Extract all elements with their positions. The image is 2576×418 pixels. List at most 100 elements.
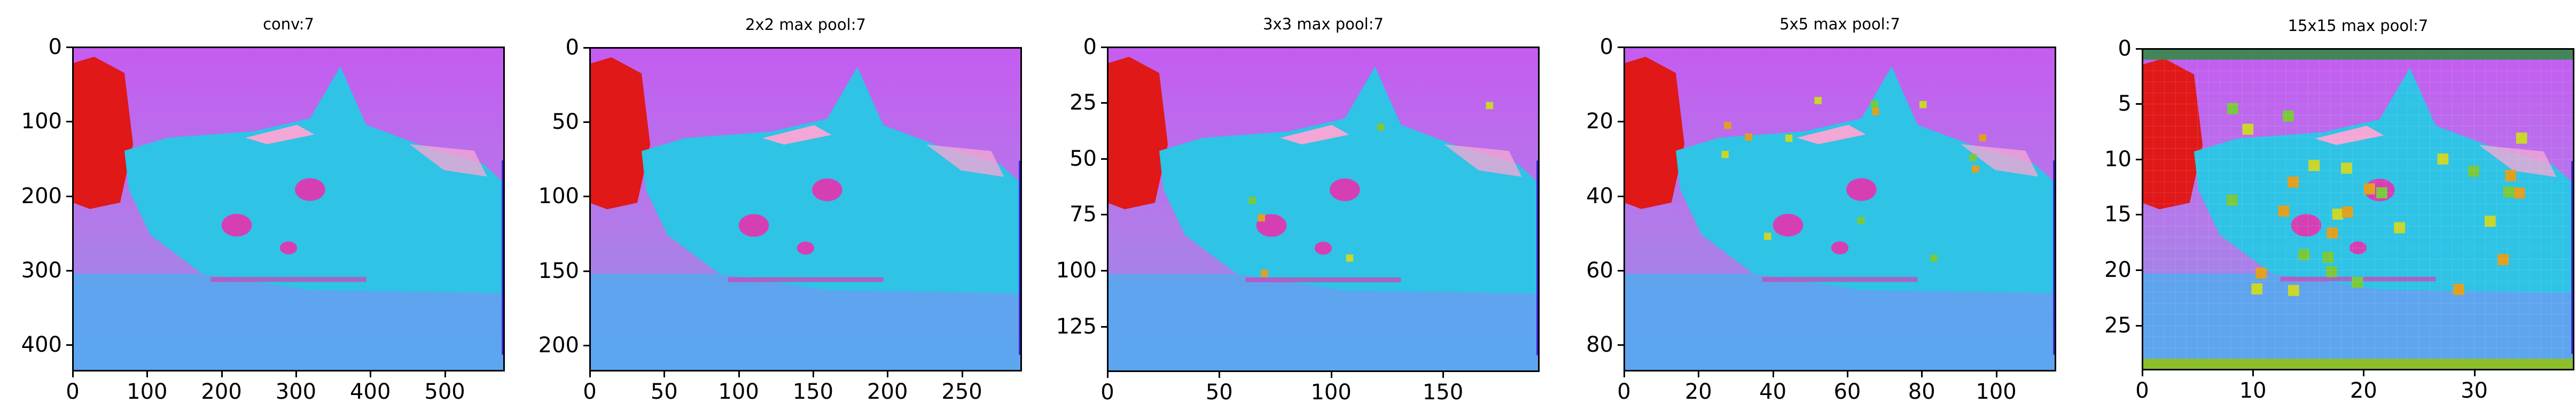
activation-block: [1971, 165, 1979, 173]
y-tick-mark: [2136, 324, 2142, 327]
right-eye: [1846, 178, 1877, 201]
y-tick-mark: [66, 344, 73, 346]
x-tick-mark: [1442, 371, 1444, 378]
axes-frame: [1107, 46, 1540, 372]
x-tick-mark: [1846, 371, 1848, 377]
highlight-region: [409, 144, 487, 177]
activation-block: [1261, 269, 1268, 277]
y-tick-mark: [2136, 214, 2142, 216]
top-edge-strip: [2142, 48, 2574, 60]
panel-title: conv:7: [263, 15, 314, 33]
highlight-region: [926, 144, 1004, 177]
x-tick-mark: [221, 371, 223, 377]
activation-block: [1919, 100, 1927, 109]
x-tick-label: 10: [2239, 378, 2267, 403]
x-tick-mark: [1772, 371, 1774, 377]
activation-block: [2298, 249, 2310, 260]
activation-block: [2363, 183, 2375, 195]
activation-block: [1814, 97, 1822, 104]
x-tick-label: 40: [1759, 380, 1787, 404]
y-tick-label: 0: [1599, 35, 1613, 59]
x-tick-label: 500: [424, 380, 465, 404]
y-tick-label: 20: [2104, 257, 2132, 282]
y-tick-mark: [583, 121, 590, 123]
x-tick-label: 200: [201, 380, 242, 404]
x-tick-label: 0: [66, 380, 80, 404]
highlight-region: [1280, 125, 1349, 144]
y-tick-mark: [1618, 269, 1624, 272]
x-tick-label: 20: [1684, 380, 1712, 404]
panel-title: 15x15 max pool:7: [2288, 16, 2429, 35]
nose: [279, 241, 298, 254]
y-tick-mark: [583, 47, 590, 49]
panel-title: 2x2 max pool:7: [745, 15, 866, 34]
x-tick-label: 30: [2461, 378, 2488, 403]
red-region: [1624, 57, 1685, 210]
x-tick-mark: [1107, 371, 1109, 378]
y-tick-label: 50: [552, 109, 579, 134]
highlight-region: [1444, 144, 1522, 177]
highlight-region: [762, 125, 832, 144]
x-tick-label: 0: [1617, 380, 1631, 404]
nose: [1831, 241, 1849, 254]
x-tick-label: 20: [2349, 378, 2377, 403]
y-tick-mark: [66, 269, 73, 272]
x-tick-label: 0: [583, 379, 597, 404]
x-tick-mark: [961, 370, 963, 377]
right-edge-strip: [502, 160, 504, 355]
feature-map-image: [1107, 47, 1539, 371]
activation-block: [2468, 165, 2479, 177]
activation-block: [2437, 153, 2449, 165]
activation-block: [2227, 103, 2238, 114]
y-tick-label: 200: [21, 183, 62, 208]
x-tick-label: 300: [275, 380, 317, 404]
x-tick-mark: [72, 371, 74, 377]
y-tick-label: 100: [1056, 258, 1097, 283]
x-tick-mark: [2473, 369, 2476, 376]
right-edge-strip: [2053, 160, 2056, 355]
axes-frame: [2142, 48, 2574, 370]
highlight-region: [1797, 125, 1866, 144]
activation-block: [1346, 254, 1354, 262]
feature-map-image: [1624, 47, 2056, 371]
y-tick-label: 200: [538, 333, 579, 358]
activation-block: [1930, 254, 1938, 262]
left-eye: [221, 214, 252, 237]
activation-block: [2327, 227, 2338, 238]
x-tick-mark: [1921, 371, 1923, 377]
y-tick-mark: [66, 47, 73, 48]
highlight-region: [2479, 144, 2557, 177]
y-tick-label: 0: [2118, 36, 2132, 61]
activation-block: [1486, 102, 1493, 109]
mouth-line: [210, 277, 366, 282]
activation-block: [2505, 169, 2517, 181]
y-tick-label: 100: [538, 184, 579, 209]
activation-block: [1745, 133, 1752, 141]
activation-block: [2326, 266, 2337, 277]
activation-block: [2484, 215, 2496, 227]
y-tick-mark: [583, 196, 590, 198]
y-tick-label: 50: [1070, 146, 1097, 171]
y-tick-mark: [1101, 46, 1107, 48]
activation-block: [2322, 251, 2334, 263]
activation-block: [2497, 253, 2509, 265]
left-eye: [1773, 214, 1804, 237]
y-tick-label: 0: [48, 35, 62, 59]
panel-title: 3x3 max pool:7: [1263, 14, 1384, 33]
right-edge-strip: [2571, 160, 2574, 354]
highlight-region: [245, 125, 315, 144]
y-tick-label: 300: [21, 258, 62, 283]
y-tick-mark: [2136, 158, 2142, 160]
activation-block: [2278, 205, 2290, 216]
x-tick-mark: [589, 370, 591, 377]
x-tick-label: 50: [1205, 380, 1233, 405]
y-tick-mark: [2136, 48, 2142, 50]
activation-block: [2341, 206, 2353, 218]
x-tick-mark: [370, 371, 372, 377]
x-tick-mark: [2142, 369, 2143, 376]
y-tick-label: 25: [1070, 90, 1097, 115]
x-tick-label: 250: [941, 379, 982, 404]
feature-map-image: [590, 47, 1021, 371]
activation-block: [1724, 121, 1731, 129]
activation-block: [2394, 222, 2406, 233]
